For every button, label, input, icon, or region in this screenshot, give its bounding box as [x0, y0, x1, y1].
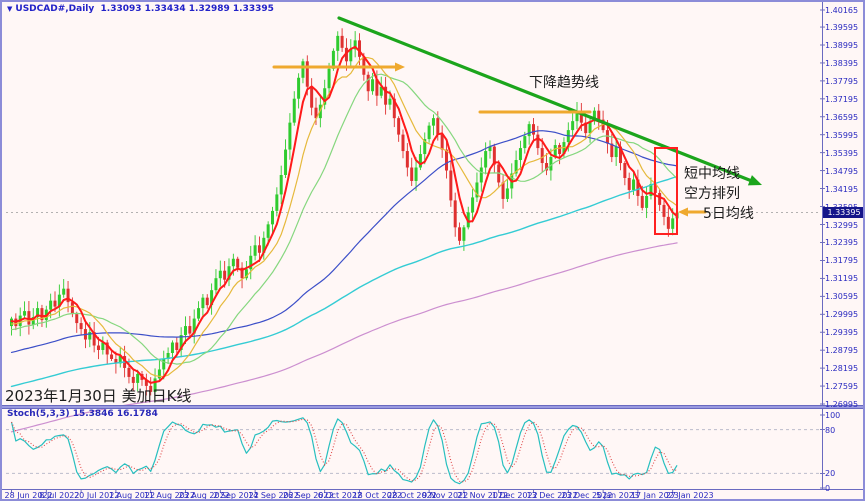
price-axis-label: 1.38995 — [825, 41, 859, 50]
price-axis-label: 1.35995 — [825, 130, 859, 140]
panel-resize-handle[interactable] — [2, 405, 863, 409]
chart-header: ▼ USDCAD#,Daily 1.33093 1.33434 1.32989 1… — [7, 4, 274, 16]
time-axis-label: 11 Aug 2022 — [143, 491, 195, 500]
price-axis-label: 1.28195 — [825, 364, 859, 374]
time-axis-label: 23 Aug 2022 — [178, 491, 230, 500]
time-axis-label: 26 Sep 2022 — [282, 491, 334, 500]
time-axis-separator — [2, 489, 863, 490]
ma-alignment-label-line1: 短中均线 — [684, 166, 740, 182]
time-axis-label: 2 Sep 2022 — [213, 491, 259, 500]
date-caption: 2023年1月30日 美加日K线 — [5, 387, 192, 405]
price-axis-label: 1.34195 — [825, 184, 859, 194]
time-axis-label: 17 Jan 2023 — [630, 491, 679, 500]
price-axis-label: 1.40165 — [825, 6, 859, 15]
chart-title: USDCAD#,Daily — [15, 4, 95, 14]
current-price-badge: 1.33395 — [823, 207, 863, 218]
time-axis-label: 9 Nov 2022 — [422, 491, 469, 500]
price-axis-label: 1.29995 — [825, 310, 859, 320]
indicator-level-label: 20 — [825, 469, 836, 479]
time-axis-label: 14 Sep 2022 — [248, 491, 299, 500]
price-axis-label: 1.39595 — [825, 23, 859, 33]
time-axis-label: 1 Aug 2022 — [108, 491, 156, 500]
price-axis-label: 1.31795 — [825, 256, 859, 266]
price-axis-label: 1.29395 — [825, 328, 859, 338]
price-axis-label: 1.32395 — [825, 238, 859, 248]
ma-alignment-label-line2: 空方排列 — [684, 186, 740, 202]
price-axis-label: 1.27595 — [825, 382, 859, 392]
indicator-level-label: 0 — [825, 484, 831, 493]
indicator-name: Stoch(5,3,3) — [7, 409, 70, 419]
indicator-label: Stoch(5,3,3) 15.3846 16.1784 — [7, 409, 158, 419]
indicator-level-label: 100 — [825, 411, 841, 420]
trendline-label: 下降趋势线 — [529, 75, 599, 91]
ma5-label: 5日均线 — [703, 206, 754, 222]
time-axis-label: 5 Jan 2023 — [596, 491, 639, 500]
indicator-k-value: 15.3846 — [72, 409, 114, 419]
time-axis-label: 6 Oct 2022 — [317, 491, 363, 500]
time-axis-label: 27 Jan 2023 — [665, 491, 714, 500]
time-axis-label: 8 Jul 2022 — [39, 491, 80, 500]
chart-ohlc-values: 1.33093 1.33434 1.32989 1.33395 — [100, 4, 274, 14]
price-axis-label: 1.30595 — [825, 292, 859, 302]
price-axis-label: 1.38395 — [825, 58, 859, 68]
price-axis-label: 1.37795 — [825, 76, 859, 86]
time-axis-label: 18 Oct 2022 — [352, 491, 402, 500]
price-axis-label: 1.31195 — [825, 274, 859, 284]
indicator-level-label: 80 — [825, 425, 836, 435]
axis-separator-line — [822, 2, 823, 489]
price-axis-label: 1.32995 — [825, 220, 859, 230]
price-axis-label: 1.36595 — [825, 112, 859, 122]
price-axis-label: 1.35395 — [825, 148, 859, 158]
time-axis-label: 23 Dec 2022 — [561, 491, 613, 500]
price-axis-label: 1.37195 — [825, 94, 859, 104]
time-axis-label: 1 Dec 2022 — [491, 491, 538, 500]
price-axis-label: 1.28795 — [825, 346, 859, 356]
price-axis-label: 1.34795 — [825, 166, 859, 176]
symbol-dropdown-icon[interactable]: ▼ — [7, 5, 13, 13]
time-axis-label: 20 Jul 2022 — [74, 491, 120, 500]
time-axis-label: 28 Jun 2022 — [4, 491, 53, 500]
indicator-d-value: 16.1784 — [116, 409, 158, 419]
time-axis-label: 21 Nov 2022 — [456, 491, 509, 500]
time-axis-label: 13 Dec 2022 — [526, 491, 578, 500]
price-axis-label: 1.26995 — [825, 400, 859, 409]
time-axis-label: 28 Oct 2022 — [387, 491, 437, 500]
